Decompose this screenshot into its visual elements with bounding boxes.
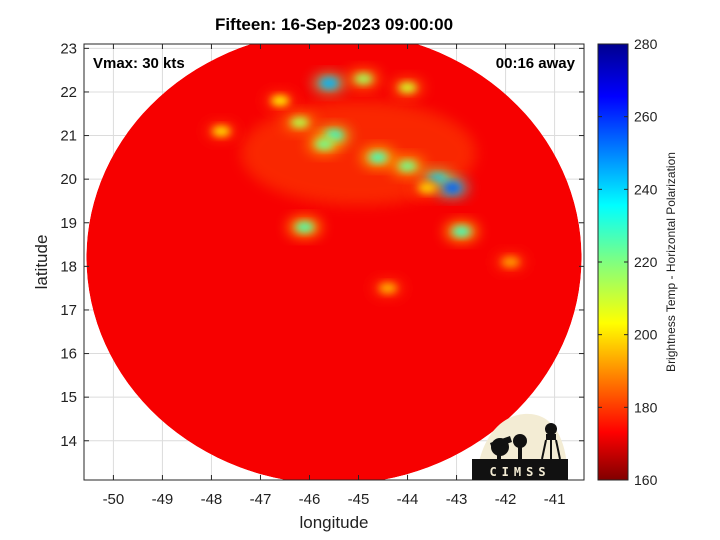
time-away-annotation: 00:16 away	[496, 55, 576, 72]
feature-core	[315, 139, 334, 150]
feature-core	[398, 82, 417, 93]
colorbar-ticks: 160 180 200 220 240 260 280	[598, 36, 658, 488]
feature-core	[212, 126, 231, 137]
plot-frame	[83, 43, 585, 481]
vmax-annotation: Vmax: 30 kts	[93, 55, 185, 72]
feature-core	[398, 161, 417, 172]
x-tick-label: -41	[544, 491, 566, 508]
colorbar	[597, 43, 629, 481]
y-tick-label: 17	[60, 302, 77, 319]
cimss-logo-text: CIMSS	[489, 465, 550, 479]
feature-core	[320, 78, 339, 89]
feature-core	[369, 152, 388, 163]
x-tick-label: -47	[250, 491, 272, 508]
y-tick-label: 18	[60, 258, 77, 275]
colorbar-tick-label: 180	[634, 399, 658, 415]
feature-core	[501, 257, 520, 267]
x-tick-label: -43	[446, 491, 468, 508]
feature-core	[290, 117, 309, 128]
brightness-features	[205, 69, 527, 298]
x-tick-label: -45	[348, 491, 370, 508]
y-tick-label: 20	[60, 171, 77, 188]
colorbar-tick-label: 160	[634, 472, 658, 488]
x-tick-label: -44	[397, 491, 419, 508]
microwave-swath	[86, 44, 582, 480]
feature-core	[378, 283, 397, 294]
x-tick-label: -49	[152, 491, 174, 508]
colorbar-tick-label: 260	[634, 109, 658, 125]
y-axis-label: latitude	[32, 235, 51, 290]
colorbar-tick-label: 280	[634, 36, 658, 52]
colorbar-tick-label: 200	[634, 327, 658, 343]
y-tick-label: 21	[60, 128, 77, 145]
y-tick-label: 19	[60, 215, 77, 232]
feature-core	[271, 95, 290, 106]
feature-core	[452, 226, 471, 237]
feature-core	[442, 182, 461, 193]
feature-core	[295, 222, 314, 233]
x-tick-label: -48	[201, 491, 223, 508]
x-axis: -50 -49 -48 -47 -46 -45 -44 -43 -42 -41	[103, 44, 566, 508]
y-axis: 14 15 16 17 18 19 20 21 22 23	[60, 40, 584, 450]
y-tick-label: 22	[60, 84, 77, 101]
y-tick-label: 15	[60, 389, 77, 406]
x-tick-label: -42	[495, 491, 517, 508]
y-tick-label: 23	[60, 40, 77, 57]
x-tick-label: -50	[103, 491, 125, 508]
colorbar-tick-label: 220	[634, 254, 658, 270]
feature-core	[418, 182, 437, 193]
colorbar-tick-label: 240	[634, 181, 658, 197]
x-tick-label: -46	[299, 491, 321, 508]
cimss-logo: CIMSS	[472, 413, 568, 480]
y-tick-label: 16	[60, 346, 77, 363]
colorbar-label: Brightness Temp - Horizontal Polarizatio…	[664, 152, 678, 372]
x-axis-label: longitude	[299, 513, 368, 532]
chart-title: Fifteen: 16-Sep-2023 09:00:00	[215, 15, 453, 34]
y-tick-label: 14	[60, 433, 77, 450]
feature-core	[354, 73, 373, 84]
